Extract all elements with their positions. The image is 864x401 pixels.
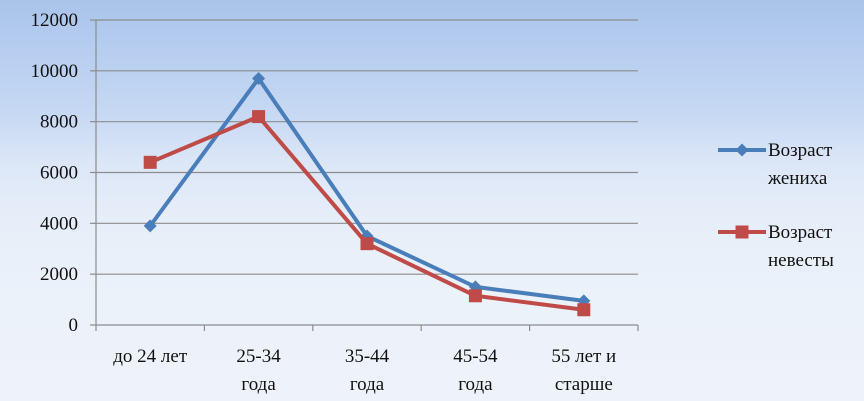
legend: Возраст жениха Возраст невесты [718, 140, 834, 271]
series-lines [143, 71, 591, 317]
x-tick-labels: до 24 лет 25-34 года 35-44 года 45-54 года 55 л… [113, 346, 616, 395]
x-tick-label: 35-44 года [345, 346, 390, 395]
legend-marker [735, 225, 749, 239]
data-point [143, 155, 157, 169]
y-tick-label: 4000 [40, 213, 78, 234]
legend-marker [735, 143, 749, 157]
data-point [468, 289, 482, 303]
x-tick-label: 25-34 года [236, 346, 281, 395]
data-point [577, 303, 591, 317]
y-tick-labels: 0 2000 4000 6000 8000 10000 12000 [31, 10, 79, 336]
legend-entry: Возраст невесты [768, 222, 834, 271]
y-tick-label: 12000 [31, 10, 79, 31]
legend-entry: Возраст жениха [767, 140, 833, 189]
axes [90, 19, 639, 331]
x-tick-label: 45-54 года [453, 346, 498, 395]
x-tick-label: до 24 лет [113, 346, 188, 367]
data-point [252, 110, 266, 124]
y-tick-label: 2000 [40, 264, 78, 285]
data-point [252, 71, 266, 85]
gridlines [96, 19, 638, 275]
y-tick-label: 6000 [40, 163, 78, 184]
series-line [148, 76, 585, 303]
y-tick-label: 10000 [31, 61, 79, 82]
y-tick-label: 0 [69, 315, 79, 336]
data-point [360, 237, 374, 251]
y-tick-label: 8000 [40, 112, 78, 133]
data-point [143, 219, 157, 233]
x-tick-label: 55 лет и старше [551, 346, 616, 395]
series-line [149, 114, 585, 312]
